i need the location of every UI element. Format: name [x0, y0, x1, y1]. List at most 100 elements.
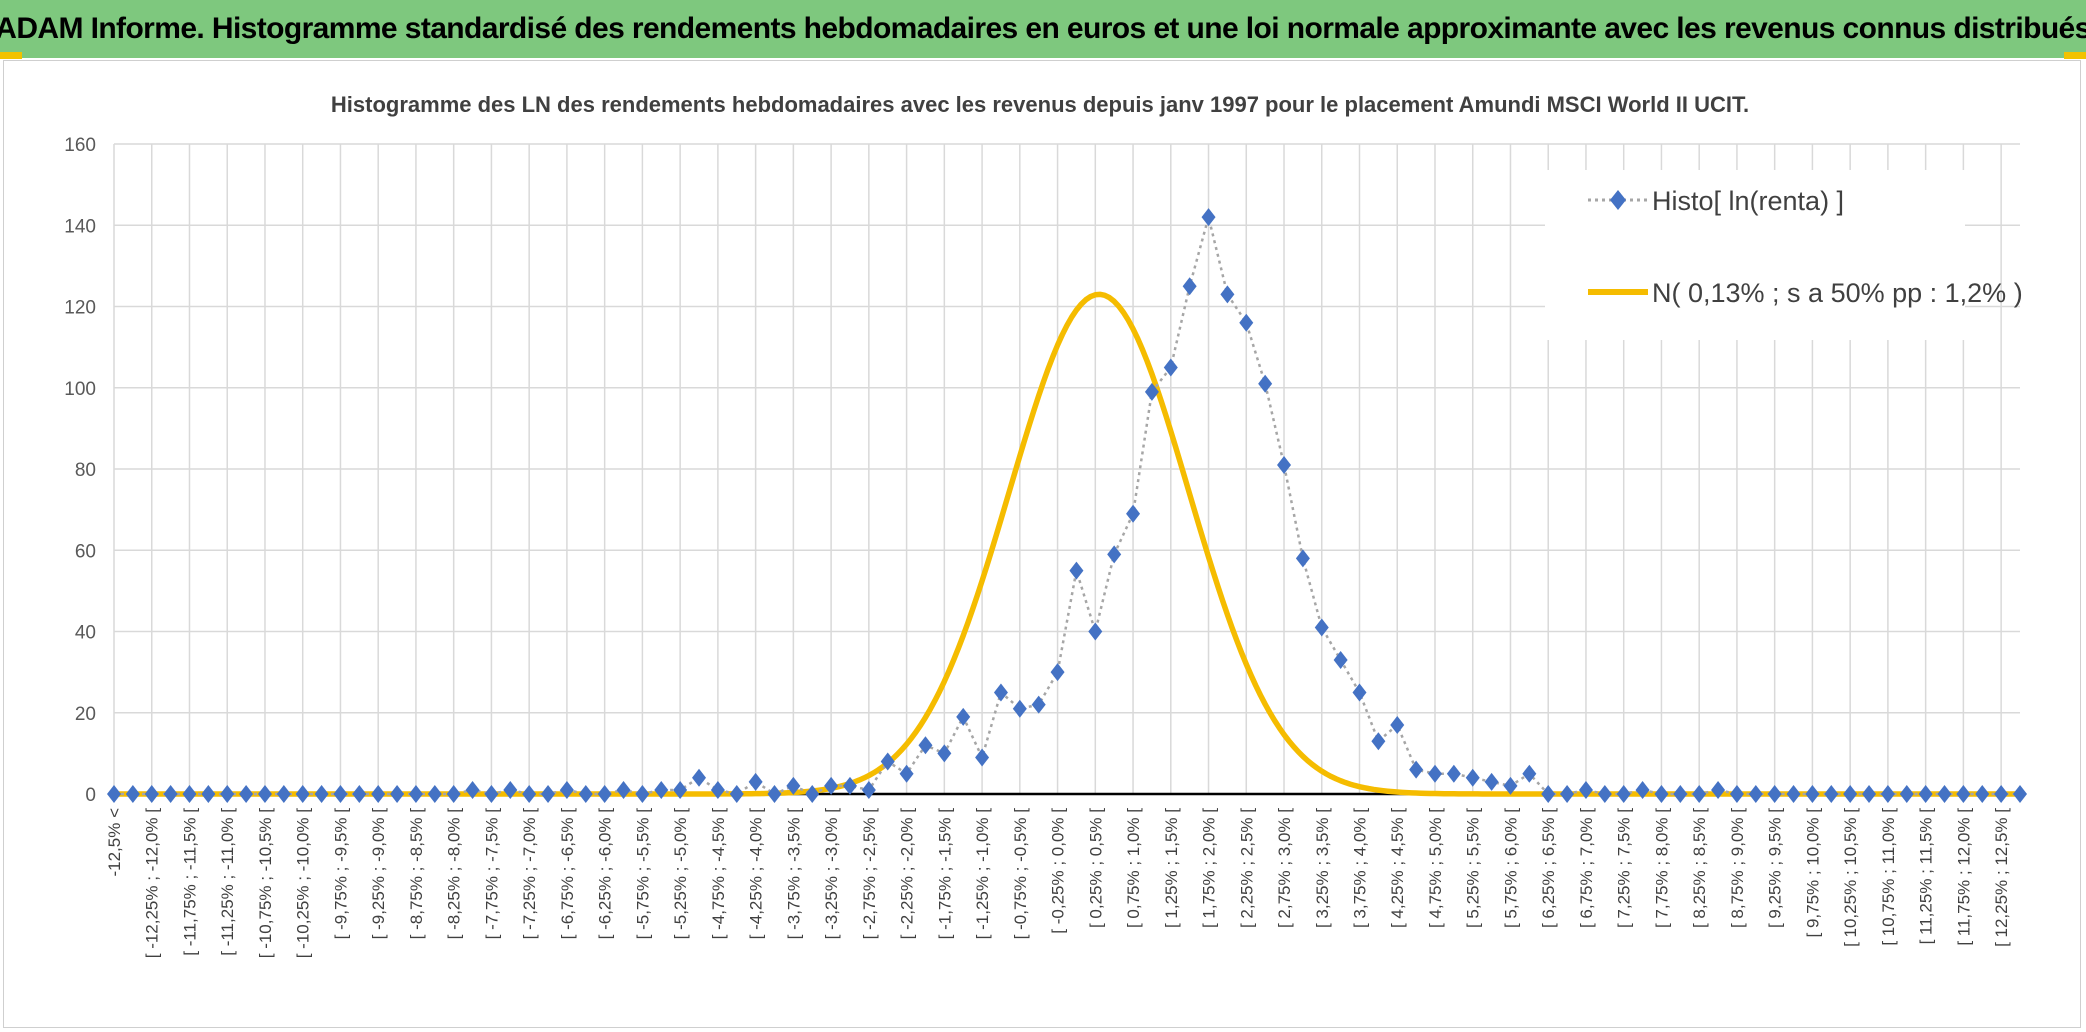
histogram-point [937, 744, 952, 763]
x-tick-label: [ -0,75% ; -0,5% [ [1011, 808, 1030, 940]
histogram-point [1862, 785, 1877, 803]
histogram-point [1239, 313, 1254, 332]
x-tick-label: [ -8,25% ; -8,0% [ [445, 808, 464, 940]
histogram-point [1163, 358, 1178, 377]
histogram-point [1654, 785, 1669, 803]
chart-frame [3, 60, 2081, 1028]
histogram-point [786, 776, 801, 795]
x-tick-label: [ -4,75% ; -4,5% [ [709, 808, 728, 940]
histogram-point [541, 785, 556, 803]
histogram-point [333, 785, 348, 803]
histogram-point [1711, 780, 1726, 799]
x-tick-label: [ -1,75% ; -1,5% [ [935, 808, 954, 940]
histogram-point [1050, 663, 1065, 682]
histogram-point [578, 785, 593, 803]
x-tick-label: -12,5% < [105, 808, 124, 877]
report-banner: ADAM Informe. Histogramme standardisé de… [0, 0, 2086, 59]
x-tick-label: [ -5,25% ; -5,0% [ [671, 808, 690, 940]
histogram-point [748, 772, 763, 791]
histogram-point [1390, 715, 1405, 734]
x-tick-label: [ -3,75% ; -3,5% [ [784, 808, 803, 940]
histogram-point [163, 785, 178, 803]
histogram-point [1975, 785, 1990, 803]
histogram-point [1182, 277, 1197, 296]
histogram-point [880, 752, 895, 771]
histogram-point [710, 780, 725, 799]
histogram-point [654, 780, 669, 799]
x-tick-label: [ 12,25% ; 12,5% [ [1992, 808, 2011, 947]
x-tick-label: [ 5,25% ; 5,5% [ [1464, 808, 1483, 928]
x-tick-label: [ 1,75% ; 2,0% [ [1200, 808, 1219, 928]
x-tick-label: [ 11,75% ; 12,0% [ [1954, 808, 1973, 946]
x-tick-label: [ -10,75% ; -10,5% [ [256, 808, 275, 959]
y-tick-label: 40 [75, 623, 96, 644]
histogram-point [1333, 650, 1348, 669]
histogram-point [1031, 695, 1046, 714]
histogram-point [1824, 785, 1839, 803]
histogram-point [899, 764, 914, 783]
x-axis: -12,5% < [ -12,25% ; -12,0% [[ -11,75% ; … [105, 792, 2020, 959]
x-tick-label: [ -6,25% ; -6,0% [ [596, 808, 615, 940]
histogram-point [975, 748, 990, 767]
histogram-point [1088, 622, 1103, 641]
histogram-point [522, 785, 537, 803]
y-tick-label: 0 [85, 785, 96, 806]
histogram-point [1748, 785, 1763, 803]
y-tick-label: 20 [75, 704, 96, 725]
x-tick-label: [ 8,75% ; 9,0% [ [1728, 808, 1747, 928]
histogram-point [635, 785, 650, 803]
report-title: ADAM Informe. Histogramme standardisé de… [0, 12, 2086, 45]
histogram-point [107, 785, 121, 803]
y-tick-label: 100 [64, 379, 96, 400]
histogram-point [1484, 772, 1499, 791]
histogram-point [1427, 764, 1442, 783]
x-tick-label: [ -5,75% ; -5,5% [ [633, 808, 652, 940]
x-tick-label: [ -7,25% ; -7,0% [ [520, 808, 539, 940]
x-tick-label: [ 4,75% ; 5,0% [ [1426, 808, 1445, 928]
y-tick-label: 120 [64, 298, 96, 319]
x-tick-label: [ 0,75% ; 1,0% [ [1124, 808, 1143, 928]
legend-histo-label: Histo[ ln(renta) ] [1652, 186, 1844, 216]
histogram-point [1220, 285, 1235, 304]
x-tick-label: [ 11,25% ; 11,5% [ [1917, 808, 1936, 945]
y-tick-label: 80 [75, 460, 96, 481]
histogram-point [597, 785, 612, 803]
histogram-point [842, 776, 857, 795]
histogram-point [220, 785, 235, 803]
histogram-point [1692, 785, 1707, 803]
histogram-point [446, 785, 461, 803]
histogram-point [201, 785, 216, 803]
histogram-point [1446, 764, 1461, 783]
y-tick-label: 60 [75, 541, 96, 562]
histogram-point [1522, 764, 1537, 783]
histogram-point [1805, 785, 1820, 803]
y-axis: 0 20 40 60 80 100 120 140 160 [64, 135, 96, 806]
histogram-point [427, 785, 442, 803]
histogram-point [1503, 776, 1518, 795]
histogram-point [1409, 760, 1424, 779]
histogram-point [144, 785, 159, 803]
normal-curve [114, 291, 2020, 797]
histogram-point [1541, 785, 1556, 803]
histogram-point [1277, 455, 1292, 474]
histogram-point [1729, 785, 1744, 803]
histogram-point [125, 785, 140, 803]
histogram-point [390, 785, 405, 803]
x-tick-label: [ 10,25% ; 10,5% [ [1841, 808, 1860, 947]
legend-normal-label: N( 0,13% ; s a 50% pp : 1,2% ) [1652, 278, 2023, 308]
histogram-point [314, 785, 329, 803]
histogram-point [559, 780, 574, 799]
histogram-point [1597, 785, 1612, 803]
banner-accent-left [0, 52, 22, 59]
x-tick-label: [ 9,25% ; 9,5% [ [1766, 808, 1785, 928]
legend-histo-marker [1610, 190, 1626, 210]
histogram-point [276, 785, 291, 803]
x-tick-label: [ 1,25% ; 1,5% [ [1162, 808, 1181, 928]
histogram-point [408, 785, 423, 803]
histogram-point [1295, 549, 1310, 568]
x-tick-label: [ -0,25% ; 0,0% [ [1049, 808, 1068, 934]
histogram-point [616, 780, 631, 799]
x-tick-label: [ -12,25% ; -12,0% [ [143, 808, 162, 959]
histogram-point [182, 785, 197, 803]
